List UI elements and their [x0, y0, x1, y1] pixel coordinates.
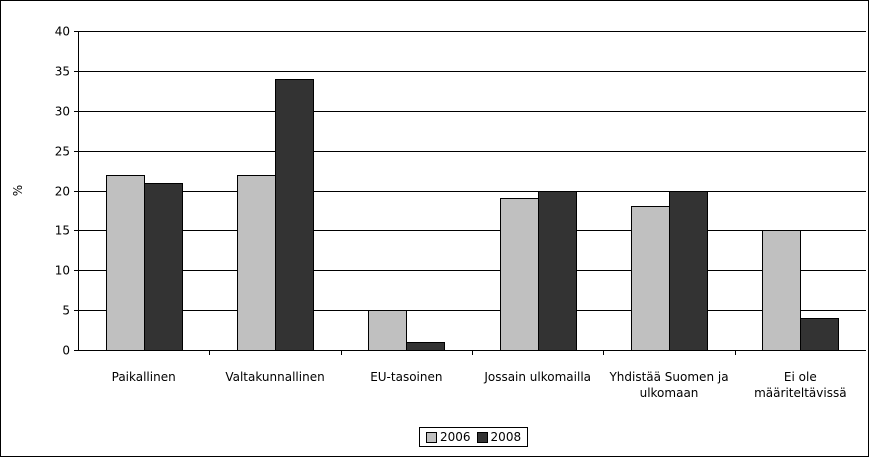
x-category-label: EU-tasoinen	[370, 370, 442, 384]
x-category-label: Ei ole määriteltävissä	[754, 370, 846, 400]
y-axis: 0 5 10 15 20 25 30 35 40	[55, 25, 79, 358]
bar-2008-4	[669, 191, 708, 351]
gridlines	[78, 31, 866, 311]
x-category-label: Yhdistää Suomen ja ulkomaan	[608, 370, 728, 400]
y-tick-label: 25	[55, 145, 70, 159]
bar-2008-2	[406, 342, 445, 351]
y-tick-label: 35	[55, 65, 70, 79]
y-tick-label: 20	[55, 185, 70, 199]
bar-2006-0	[106, 175, 145, 351]
bar-2008-0	[144, 183, 183, 351]
x-category-label: Valtakunnallinen	[225, 370, 324, 384]
bar-2008-1	[275, 79, 314, 351]
bar-2006-3	[500, 198, 539, 351]
y-tick-label: 40	[55, 25, 70, 39]
bar-2008-3	[538, 191, 577, 351]
y-tick-label: 10	[55, 264, 70, 278]
x-axis: Paikallinen Valtakunnallinen EU-tasoinen Jo…	[78, 350, 866, 400]
bar-2006-2	[368, 310, 407, 351]
y-axis-label: %	[11, 185, 25, 196]
x-category-label: Paikallinen	[112, 370, 176, 384]
bars	[106, 79, 839, 351]
y-tick-label: 0	[62, 344, 70, 358]
legend-item-2008: 2008	[476, 430, 522, 444]
legend-label-2008: 2008	[490, 430, 522, 444]
legend: 2006 2008	[419, 427, 529, 447]
legend-swatch-2008	[476, 431, 488, 443]
legend-swatch-2006	[426, 431, 437, 443]
y-tick-label: 5	[62, 304, 70, 318]
legend-label-2006: 2006	[440, 430, 471, 444]
bar-2006-5	[762, 230, 801, 351]
bar-2006-1	[237, 175, 276, 351]
y-tick-label: 30	[55, 105, 70, 119]
bar-2006-4	[631, 206, 670, 351]
bar-2008-5	[800, 318, 839, 351]
x-category-label: Jossain ulkomailla	[483, 370, 591, 384]
y-tick-label: 15	[55, 224, 70, 238]
legend-item-2006: 2006	[426, 430, 471, 444]
